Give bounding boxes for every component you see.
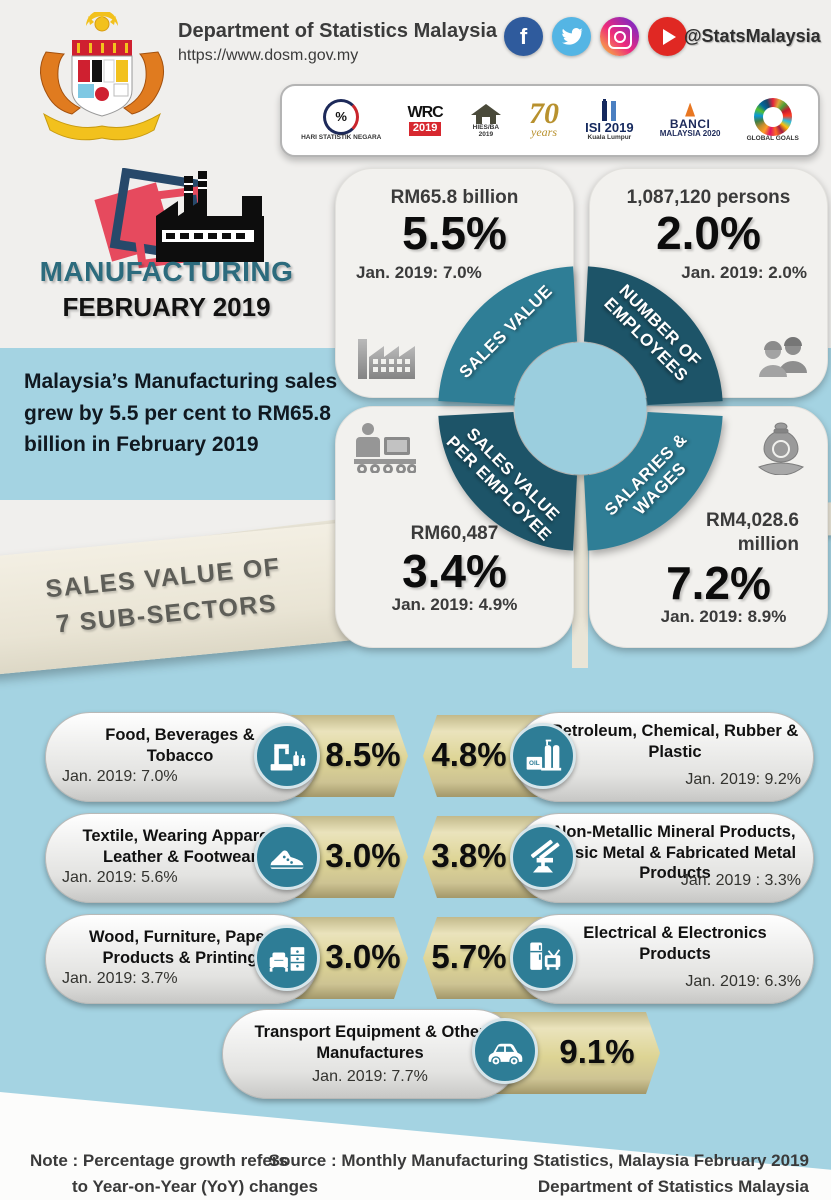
subsector-row-food: 8.5% Food, Beverages & Tobacco Jan. 2019… — [0, 710, 831, 802]
subsector-previous: Jan. 2019: 3.7% — [62, 970, 178, 987]
kpi-previous: Jan. 2019: 8.9% — [660, 606, 787, 626]
subsector-growth: 9.1% — [559, 1033, 635, 1070]
subsector-name: Transport Equipment & Other Manufactures — [254, 1023, 486, 1062]
instagram-icon[interactable] — [600, 17, 639, 56]
manufacturing-illustration — [94, 168, 264, 269]
isi-wsc-2019-logo: ISI 2019 Kuala Lumpur — [585, 99, 634, 141]
hero-title: MANUFACTURING — [39, 256, 294, 287]
subsector-row-transport: 9.1% Transport Equipment & Other Manufac… — [0, 1007, 831, 1099]
subsector-previous: Jan. 2019 : 3.3% — [680, 872, 801, 889]
metal-works-icon — [510, 824, 576, 890]
kpi-value: 1,087,120 persons — [626, 187, 791, 208]
assembly-line-icon — [354, 423, 416, 473]
malaysia-coat-of-arms-logo — [40, 12, 164, 141]
youtube-icon[interactable] — [648, 17, 687, 56]
subsector-row-metal: 3.8% Non-Metallic Mineral Products, Basi… — [0, 811, 831, 903]
hari-statistik-negara-logo: % HARI STATISTIK NEGARA — [301, 99, 381, 142]
kpi-growth: 7.2% — [666, 556, 771, 609]
subsector-row-electronics: 5.7% Electrical & Electronics Products J… — [0, 912, 831, 1004]
workers-icon — [759, 337, 807, 377]
svg-text:OIL: OIL — [529, 760, 540, 767]
subsector-growth: 3.0% — [325, 938, 401, 975]
shoe-icon — [254, 824, 320, 890]
kpi-value: RM60,487 — [410, 523, 499, 544]
social-handle: @StatsMalaysia — [684, 26, 821, 46]
70-years-logo: 70 years — [529, 97, 559, 140]
subsector-row-petroleum: OIL 4.8% Petroleum, Chemical, Rubber & P… — [0, 710, 831, 802]
kpi-growth: 5.5% — [402, 207, 507, 259]
kpi-value-line1: RM4,028.6 — [706, 510, 799, 531]
banci-malaysia-2020-logo: BANCI MALAYSIA 2020 — [660, 102, 720, 139]
subsector-previous: Jan. 2019: 6.3% — [685, 973, 801, 990]
campaign-logo-banner: % HARI STATISTIK NEGARA WRC 2019 HIES/BA… — [280, 84, 820, 157]
twitter-icon[interactable] — [552, 17, 591, 56]
subsector-growth: 8.5% — [325, 736, 401, 773]
car-icon — [472, 1018, 538, 1084]
subsector-name: Food, Beverages & Tobacco — [105, 726, 255, 765]
kpi-value-line2: million — [737, 533, 799, 555]
kpi-value: RM65.8 billion — [390, 187, 519, 208]
kpi-previous: Jan. 2019: 4.9% — [391, 595, 518, 615]
money-bag-icon — [757, 422, 805, 475]
subsector-previous: Jan. 2019: 9.2% — [685, 771, 801, 788]
subsector-name: Electrical & Electronics Products — [583, 924, 767, 963]
hero-subtitle: FEBRUARY 2019 — [62, 292, 271, 322]
hero-summary: Malaysia’s Manufacturing sales grew by 5… — [24, 370, 338, 456]
subsector-row-wood: 3.0% Wood, Furniture, Paper Products & P… — [0, 912, 831, 1004]
subsector-growth: 3.8% — [431, 837, 507, 874]
subsector-row-textile: 3.0% Textile, Wearing Apparel, Leather &… — [0, 811, 831, 903]
subsector-name: Textile, Wearing Apparel, Leather & Foot… — [82, 827, 278, 866]
subsector-growth: 4.8% — [431, 736, 507, 773]
global-goals-logo: GLOBAL GOALS — [747, 98, 799, 143]
page-title: Department of Statistics Malaysia — [178, 20, 497, 42]
subsector-name: Non-Metallic Mineral Products, Basic Met… — [553, 823, 797, 883]
hies-ba-2019-logo: HIES/BA 2019 — [469, 103, 503, 139]
kpi-donut — [438, 266, 723, 551]
subsector-previous: Jan. 2019: 7.7% — [312, 1068, 428, 1085]
kpi-previous: Jan. 2019: 7.0% — [356, 263, 482, 283]
footer-source: Source : Monthly Manufacturing Statistic… — [268, 1151, 809, 1197]
furniture-icon — [254, 925, 320, 991]
subsector-previous: Jan. 2019: 5.6% — [62, 869, 178, 886]
subsector-name: Wood, Furniture, Paper Products & Printi… — [88, 928, 272, 967]
subsector-name: Petroleum, Chemical, Rubber & Plastic — [551, 722, 799, 761]
subsector-previous: Jan. 2019: 7.0% — [62, 768, 178, 785]
subsector-growth: 5.7% — [431, 938, 507, 975]
footer-note: Note : Percentage growth refers to Year-… — [30, 1151, 318, 1197]
kpi-previous: Jan. 2019: 2.0% — [681, 263, 807, 283]
oil-refinery-icon: OIL — [510, 723, 576, 789]
kpi-growth: 2.0% — [656, 207, 761, 259]
social-icons: f — [504, 17, 687, 56]
subsector-growth: 3.0% — [325, 837, 401, 874]
wrc-2019-logo: WRC 2019 — [407, 104, 444, 136]
kpi-growth: 3.4% — [402, 545, 507, 597]
robotic-arm-icon — [254, 723, 320, 789]
factory-icon — [358, 339, 415, 379]
website-link[interactable]: https://www.dosm.gov.my — [178, 47, 359, 64]
facebook-icon[interactable]: f — [504, 17, 543, 56]
electronics-icon — [510, 925, 576, 991]
